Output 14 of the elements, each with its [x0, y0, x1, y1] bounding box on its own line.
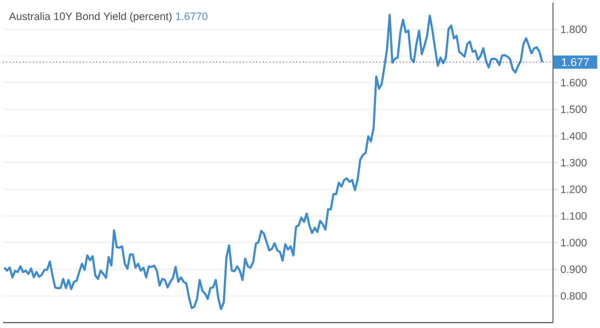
- y-tick-label: 1.200: [561, 186, 587, 194]
- y-tick-label: 1.800: [561, 26, 587, 34]
- line-series: [3, 14, 544, 310]
- y-tick-label: 1.300: [561, 158, 587, 166]
- y-tick-label: 1.000: [561, 238, 587, 246]
- y-tick-label: 1.600: [561, 78, 587, 86]
- y-tick-label: 0.900: [560, 266, 587, 274]
- y-tick-label: 1.500: [561, 106, 587, 114]
- y-tick-label: 0.800: [560, 292, 587, 300]
- text: Australia 10Y Bond Yield (percent): [9, 12, 172, 22]
- y-tick-label: 1.400: [561, 132, 587, 140]
- text: 1.6770: [176, 12, 208, 20]
- ref-line-label: 1.677: [562, 58, 589, 66]
- y-tick-label: 1.100: [561, 212, 587, 220]
